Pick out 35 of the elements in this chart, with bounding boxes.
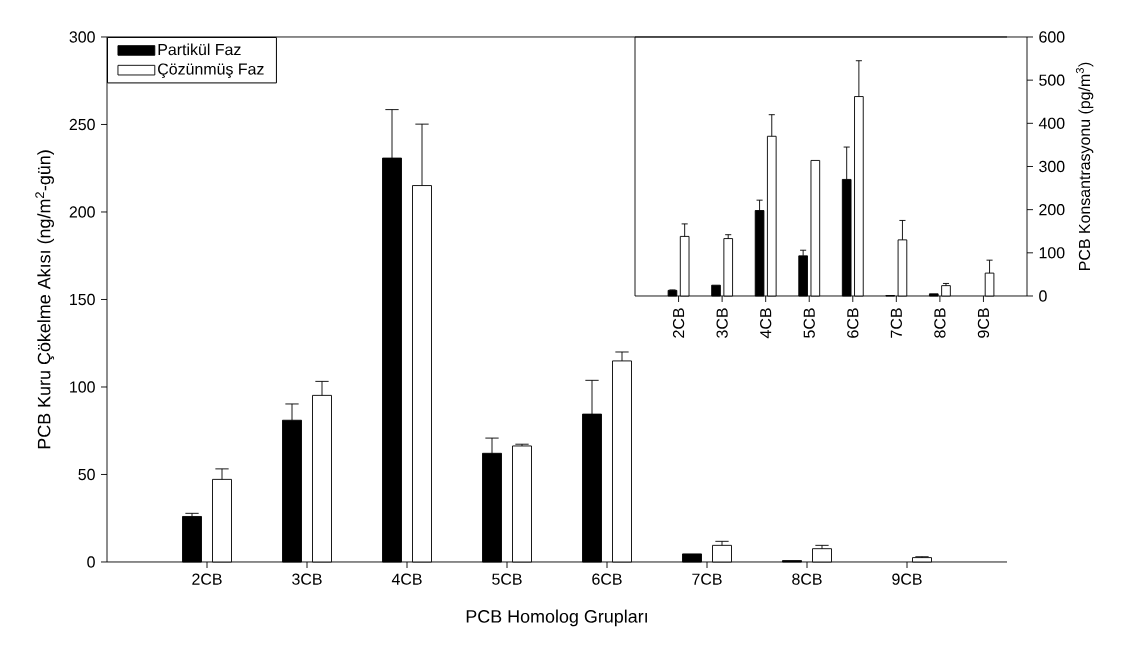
x-tick-label: 2CB <box>672 308 685 338</box>
x-tick-label: 3CB <box>292 573 322 585</box>
y-tick-label: 400 <box>1038 117 1065 129</box>
x-tick-label: 9CB <box>892 573 922 585</box>
x-tick-label: 5CB <box>492 573 522 585</box>
y-tick-label: 600 <box>1039 31 1065 43</box>
y-tick-label: 200 <box>69 206 95 218</box>
legend-label: Çözünmüş Faz <box>158 63 264 78</box>
y-tick-label: 500 <box>1039 74 1065 86</box>
y-axis-title: PCB Konsantrasyonu (pg/m$^{3}$) <box>1075 62 1094 270</box>
y-tick-label: 250 <box>69 118 95 131</box>
x-tick-label: 6CB <box>592 573 622 585</box>
x-tick-label: 6CB <box>847 308 859 338</box>
y-tick-label: 300 <box>1039 160 1065 173</box>
x-tick-label: 3CB <box>716 308 728 338</box>
x-tick-label: 7CB <box>890 308 902 338</box>
y-tick-label: 0 <box>87 556 95 568</box>
x-tick-label: 9CB <box>977 308 990 338</box>
x-tick-label: 7CB <box>692 573 722 585</box>
y-tick-label: 300 <box>69 31 95 43</box>
y-tick-label: 100 <box>1039 247 1065 259</box>
y-tick-label: 100 <box>70 381 95 393</box>
y-tick-label: 200 <box>1039 204 1065 216</box>
x-tick-label: 4CB <box>391 573 422 585</box>
y-tick-label: 0 <box>1039 290 1047 302</box>
y-tick-label: 50 <box>78 468 95 481</box>
x-tick-label: 5CB <box>803 308 815 338</box>
x-tick-label: 8CB <box>792 573 822 585</box>
x-tick-label: 8CB <box>934 308 946 338</box>
y-axis-title: PCB Kuru Çökelme Akısı (ng/m$^{2}$-gün) <box>35 150 55 449</box>
x-tick-label: 4CB <box>760 308 772 339</box>
legend-label: Partikül Faz <box>158 43 241 56</box>
y-tick-label: 150 <box>70 293 95 306</box>
x-axis-title: PCB Homolog Grupları <box>466 609 647 627</box>
x-tick-label: 2CB <box>192 573 222 585</box>
